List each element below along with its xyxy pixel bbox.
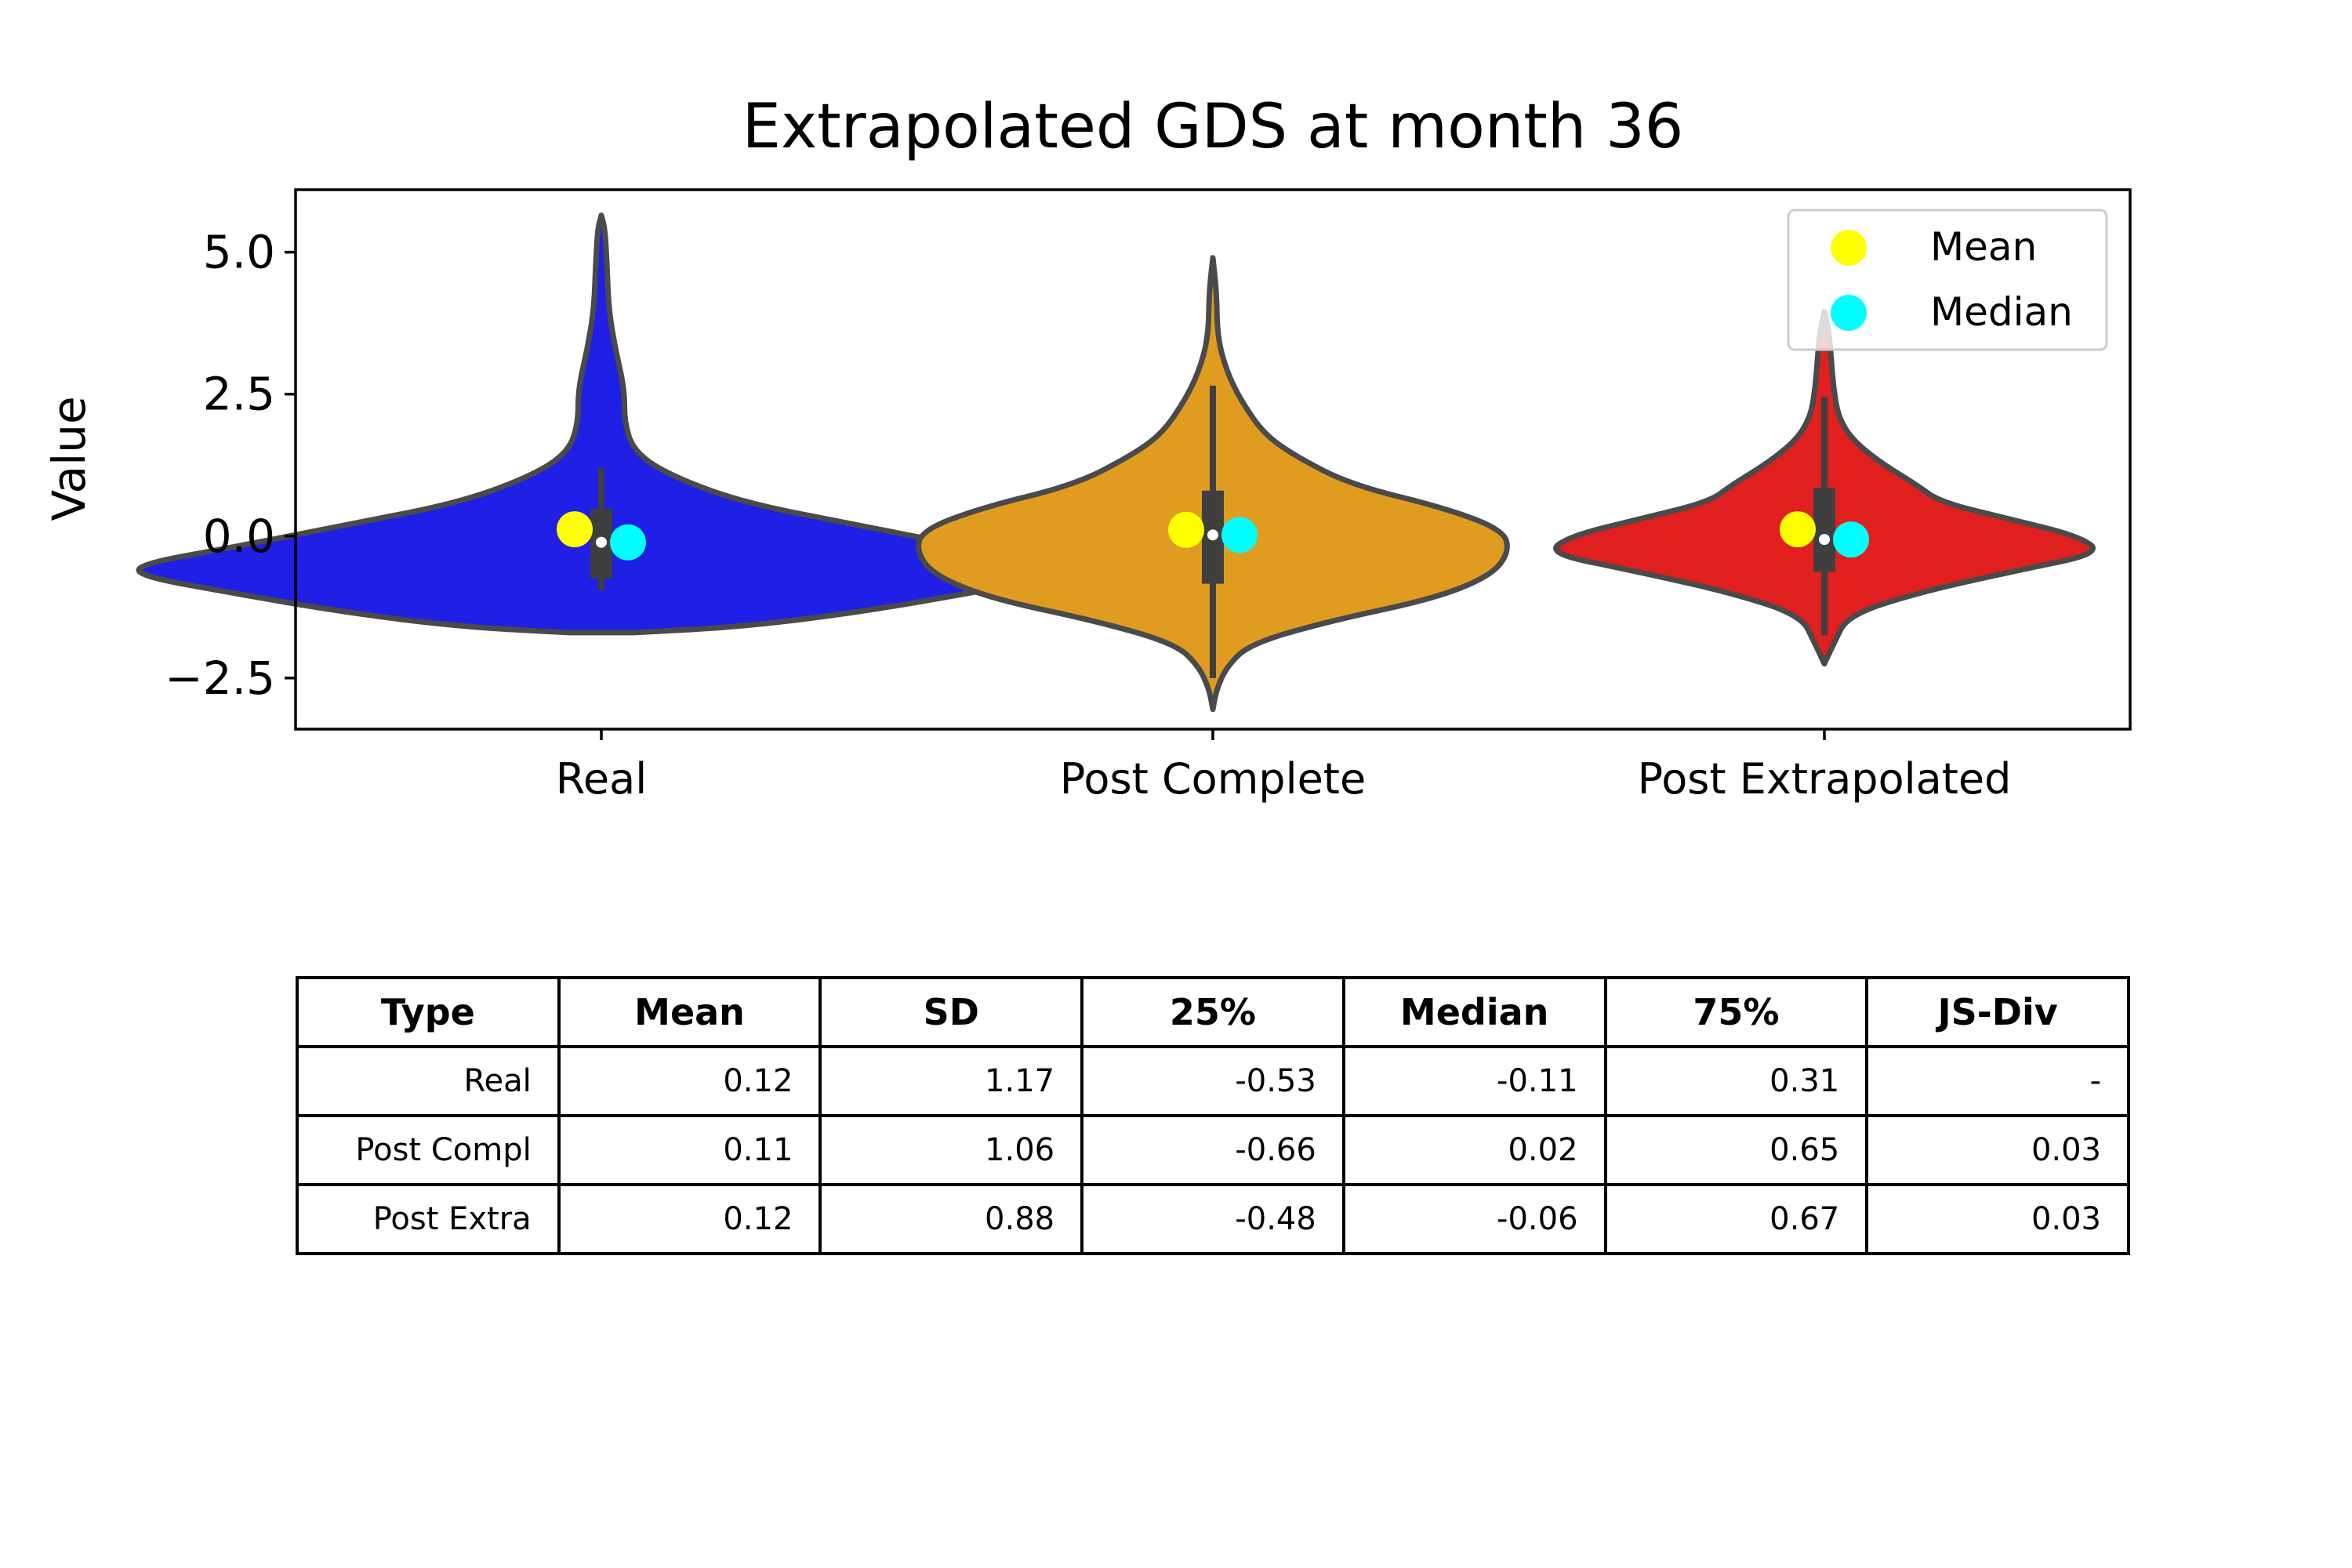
table-cell: 0.31 — [1603, 1045, 1869, 1117]
table-cell: - — [1865, 1045, 2130, 1117]
legend-box — [1787, 209, 2108, 351]
table-cell: -0.66 — [1080, 1114, 1345, 1186]
table-cell: 0.12 — [557, 1183, 822, 1255]
table-cell: Post Compl — [296, 1114, 561, 1186]
table-cell: 0.03 — [1865, 1114, 2130, 1186]
chart-title: Extrapolated GDS at month 36 — [742, 92, 1684, 162]
table-cell: 0.03 — [1865, 1183, 2130, 1255]
mean-marker-post-complete — [1168, 511, 1204, 548]
table-row: Post Compl 0.11 1.06 -0.66 0.02 0.65 0.0… — [296, 1114, 2130, 1186]
table-cell: Real — [296, 1045, 561, 1117]
table-cell: 0.11 — [557, 1114, 822, 1186]
x-tick-label: Post Complete — [1060, 754, 1366, 804]
iqr-box-post-extrapolated — [1813, 488, 1835, 572]
median-dot-real — [596, 536, 607, 548]
median-dot-post-extrapolated — [1819, 534, 1830, 546]
mean-marker-post-extrapolated — [1780, 511, 1816, 548]
table-cell: -0.11 — [1341, 1045, 1607, 1117]
header-jsdiv: JS-Div — [1865, 976, 2130, 1048]
median-marker-post-extrapolated — [1833, 521, 1869, 558]
header-25: 25% — [1080, 976, 1345, 1048]
table-cell: -0.06 — [1341, 1183, 1607, 1255]
y-axis-label: Value — [42, 396, 96, 521]
legend-mean-marker — [1831, 230, 1867, 266]
table-cell: 1.06 — [818, 1114, 1084, 1186]
header-sd: SD — [818, 976, 1084, 1048]
header-median: Median — [1341, 976, 1607, 1048]
x-tick-label: Real — [556, 754, 647, 804]
y-tick-label: 5.0 — [203, 226, 275, 279]
mean-marker-real — [557, 511, 593, 548]
table-cell: 0.12 — [557, 1045, 822, 1117]
median-marker-real — [610, 524, 646, 561]
table-cell: Post Extra — [296, 1183, 561, 1255]
table-cell: -0.48 — [1080, 1183, 1345, 1255]
table-row: Real 0.12 1.17 -0.53 -0.11 0.31 - — [296, 1045, 2130, 1117]
table-cell: 0.67 — [1603, 1183, 1869, 1255]
header-mean: Mean — [557, 976, 822, 1048]
stats-table: Type Mean SD 25% Median 75% JS-Div Real … — [296, 976, 2130, 1255]
legend-mean-label: Mean — [1930, 224, 2037, 270]
table-cell: 0.02 — [1341, 1114, 1607, 1186]
legend-median-label: Median — [1930, 289, 2073, 335]
header-type: Type — [296, 976, 561, 1048]
table-cell: 1.17 — [818, 1045, 1084, 1117]
y-tick-label: 0.0 — [203, 510, 275, 563]
median-dot-post-complete — [1207, 529, 1218, 541]
legend-median-marker — [1831, 295, 1867, 331]
table-cell: -0.53 — [1080, 1045, 1345, 1117]
table-header-row: Type Mean SD 25% Median 75% JS-Div — [296, 976, 2130, 1048]
table-cell: 0.88 — [818, 1183, 1084, 1255]
table-row: Post Extra 0.12 0.88 -0.48 -0.06 0.67 0.… — [296, 1183, 2130, 1255]
header-75: 75% — [1603, 976, 1869, 1048]
table-cell: 0.65 — [1603, 1114, 1869, 1186]
x-tick-label: Post Extrapolated — [1638, 754, 2012, 804]
y-tick-label: −2.5 — [165, 652, 275, 705]
y-tick-label: 2.5 — [203, 368, 275, 421]
median-marker-post-complete — [1221, 517, 1258, 554]
legend: Mean Median — [1787, 209, 2108, 351]
